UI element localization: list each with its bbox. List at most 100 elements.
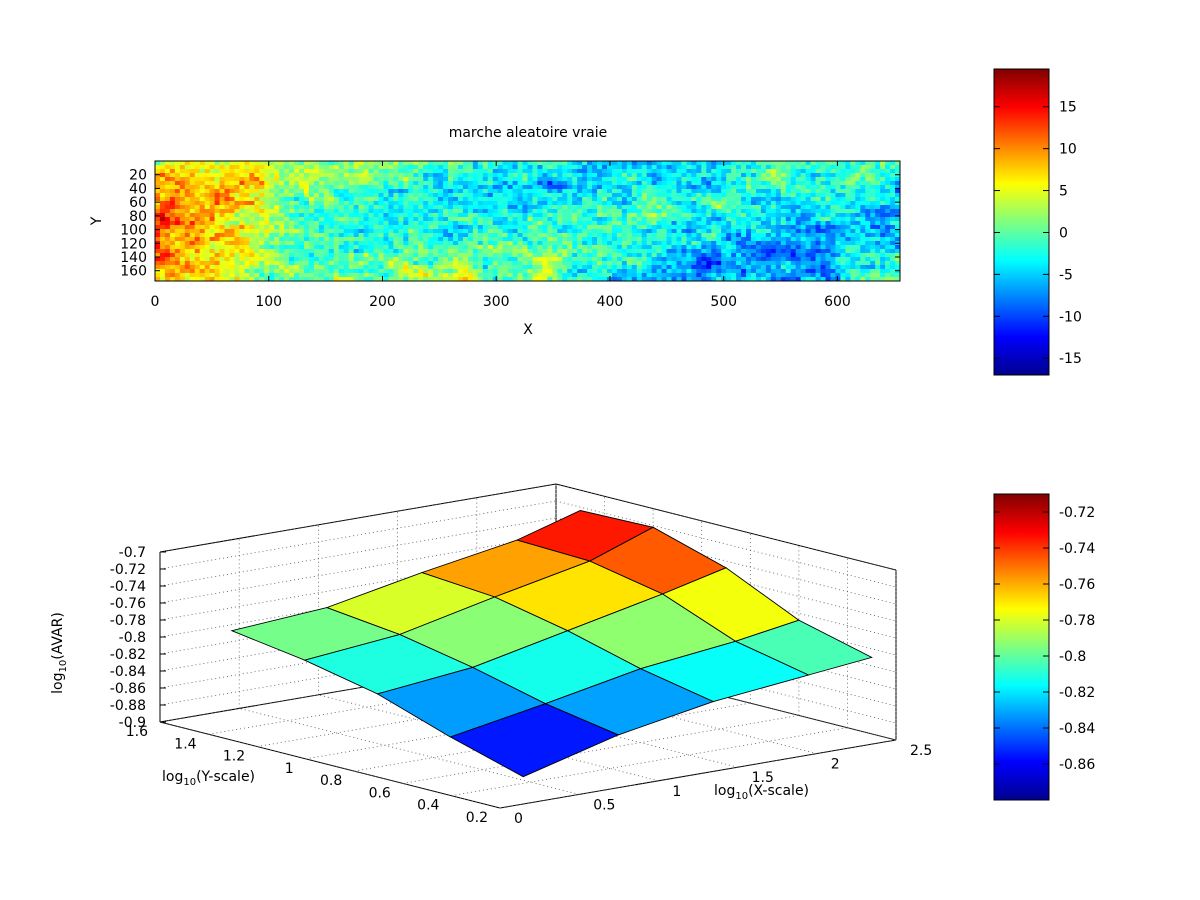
heatmap-cell [716,241,722,246]
heatmap-cell [547,209,553,214]
heatmap-cell [194,217,201,222]
heatmap-cell [507,217,513,222]
heatmap-cell [502,229,509,234]
heatmap-cell [413,205,419,210]
heatmap-cell [249,185,255,190]
heatmap-cell [462,229,469,234]
heatmap-cell [880,169,886,174]
heatmap-cell [706,217,712,222]
heatmap-cell [527,197,533,202]
heatmap-cell [457,233,464,238]
heatmap-cell [274,161,280,166]
heatmap-cell [835,205,841,210]
heatmap-cell [641,249,648,254]
heatmap-cell [780,201,787,206]
heatmap-cell [686,217,692,222]
heatmap-cell [299,237,305,242]
heatmap-cell [865,217,871,222]
heatmap-cell [780,205,787,210]
heatmap-cell [159,277,166,282]
heatmap-cell [830,197,836,202]
heatmap-cell [681,261,687,266]
heatmap-cell [686,181,692,186]
heatmap-cell [462,237,469,242]
heatmap-cell [656,261,662,266]
heatmap-cell [636,185,643,190]
heatmap-cell [636,205,643,210]
heatmap-cell [184,181,191,186]
heatmap-cell [651,269,658,274]
heatmap-cell [895,245,901,250]
heatmap-cell [671,177,677,182]
heatmap-cell [770,229,777,234]
heatmap-cell [592,189,598,194]
heatmap-cell [641,173,648,178]
heatmap-cell [721,261,727,266]
heatmap-cell [770,273,777,278]
surface-grid-line [318,694,659,782]
heatmap-cell [577,213,583,218]
heatmap-cell [408,205,414,210]
heatmap-cell [651,225,658,230]
heatmap-cell [284,173,290,178]
heatmap-cell [870,273,876,278]
heatmap-cell [567,209,573,214]
heatmap-cell [602,233,608,238]
heatmap-cell [383,253,389,258]
heatmap-cell [492,249,499,254]
heatmap-cell [790,213,797,218]
heatmap-cell [865,161,871,166]
heatmap-cell [482,169,489,174]
heatmap-cell [497,193,504,198]
heatmap-cell [318,213,325,218]
heatmap-cell [537,169,543,174]
heatmap-cell [765,273,772,278]
heatmap-cell [179,161,186,166]
heatmap-cell [616,169,623,174]
heatmap-cell [577,273,583,278]
heatmap-cell [557,185,563,190]
heatmap-cell [348,221,355,226]
heatmap-cell [239,173,245,178]
heatmap-cell [423,249,429,254]
heatmap-cell [651,169,658,174]
heatmap-cell [428,197,434,202]
heatmap-cell [800,205,807,210]
heatmap-cell [443,201,449,206]
heatmap-cell [338,209,345,214]
heatmap-cell [800,237,807,242]
heatmap-cell [567,197,573,202]
heatmap-cell [785,237,792,242]
heatmap-cell [800,173,807,178]
heatmap-cell [870,229,876,234]
heatmap-cell [299,245,305,250]
heatmap-cell [338,169,345,174]
heatmap-cell [736,253,742,258]
heatmap-cell [378,277,384,282]
heatmap-cell [765,277,772,282]
heatmap-cell [805,205,811,210]
heatmap-cell [467,257,474,262]
heatmap-cell [532,213,538,218]
heatmap-cell [780,165,787,170]
heatmap-cell [592,221,598,226]
heatmap-cell [383,217,389,222]
heatmap-cell [577,241,583,246]
heatmap-cell [562,261,568,266]
heatmap-cell [602,237,608,242]
heatmap-cell [855,249,861,254]
heatmap-cell [209,233,215,238]
heatmap-cell [418,265,424,270]
heatmap-cell [393,205,399,210]
heatmap-cell [234,257,240,262]
heatmap-cell [527,233,533,238]
heatmap-cell [845,253,851,258]
heatmap-cell [706,265,712,270]
heatmap-cell [155,161,161,166]
heatmap-cell [313,217,320,222]
heatmap-cell [790,265,797,270]
heatmap-cell [522,221,528,226]
heatmap-cell [711,269,717,274]
heatmap-cell [691,177,697,182]
heatmap-cell [587,165,593,170]
